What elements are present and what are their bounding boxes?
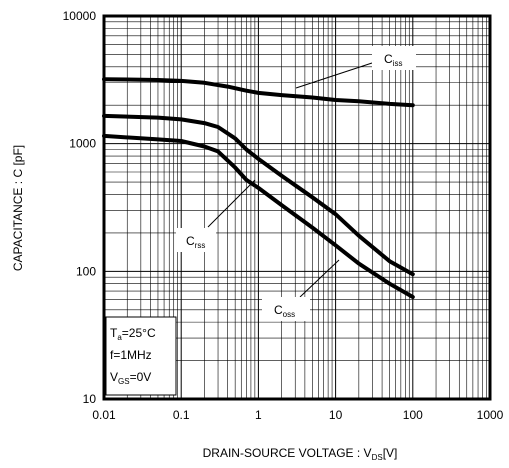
series-lines: [102, 77, 415, 299]
y-tick-label: 1000: [69, 137, 96, 151]
plot-frame: [102, 14, 492, 401]
series-line-Coss: [102, 113, 415, 277]
crss-label-box: [176, 228, 216, 252]
x-tick-label: 0.01: [92, 408, 116, 422]
condition-vgs: VGS=0V: [110, 370, 151, 386]
series-line-Crss: [102, 133, 415, 299]
coss-label: Coss: [274, 303, 295, 319]
x-axis-label: DRAIN-SOURCE VOLTAGE : VDS[V]: [203, 446, 398, 462]
conditions-box: Ta=25°C f=1MHz VGS=0V: [105, 316, 177, 396]
x-tick-label: 0.1: [173, 408, 190, 422]
label-coss: Coss: [262, 259, 340, 321]
y-tick-labels: 10 100 1000 10000: [63, 9, 97, 406]
condition-frequency: f=1MHz: [110, 348, 152, 362]
coss-label-box: [262, 297, 310, 321]
y-tick-label: 10: [83, 392, 97, 406]
x-tick-labels: 0.01 0.1 1 10 100 1000: [92, 408, 503, 422]
x-tick-label: 10: [329, 408, 343, 422]
ciss-label-box: [372, 46, 416, 70]
label-ciss: Ciss: [295, 46, 416, 89]
ciss-label: Ciss: [384, 52, 402, 68]
y-tick-label: 100: [76, 264, 96, 278]
x-tick-label: 1000: [477, 408, 504, 422]
conditions-frame: [105, 316, 177, 396]
series-line-Ciss: [102, 77, 415, 108]
y-tick-label: 10000: [63, 9, 97, 23]
label-crss: Crss: [176, 179, 256, 252]
ciss-leader: [295, 62, 373, 89]
crss-leader: [207, 179, 256, 228]
x-tick-label: 100: [403, 408, 423, 422]
condition-temperature: Ta=25°C: [110, 326, 156, 342]
crss-label: Crss: [186, 234, 205, 250]
coss-leader: [299, 259, 340, 298]
x-tick-label: 1: [255, 408, 262, 422]
y-axis-label: CAPACITANCE : C [pF]: [11, 145, 25, 271]
